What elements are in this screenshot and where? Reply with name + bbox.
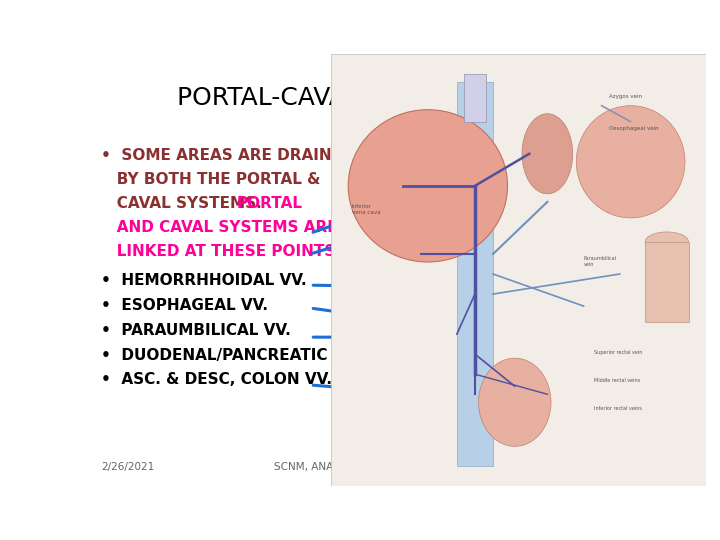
Ellipse shape xyxy=(645,232,688,252)
Text: 2/26/2021: 2/26/2021 xyxy=(101,462,154,472)
Text: AND CAVAL SYSTEMS ARE: AND CAVAL SYSTEMS ARE xyxy=(101,220,338,235)
Text: •  HEMORRHHOIDAL VV.: • HEMORRHHOIDAL VV. xyxy=(101,273,307,288)
Ellipse shape xyxy=(576,106,685,218)
Text: •  ASC. & DESC, COLON VV.: • ASC. & DESC, COLON VV. xyxy=(101,373,332,388)
Text: •  ESOPHAGEAL VV.: • ESOPHAGEAL VV. xyxy=(101,298,268,313)
Bar xyxy=(457,82,493,467)
Text: Oesophageal vein: Oesophageal vein xyxy=(609,126,659,131)
Bar xyxy=(645,242,688,322)
Bar xyxy=(464,73,486,122)
Text: SCNM, ANAT 604, The Portal System: SCNM, ANAT 604, The Portal System xyxy=(274,462,464,472)
Text: •  SOME AREAS ARE DRAINED: • SOME AREAS ARE DRAINED xyxy=(101,148,355,163)
Text: BY BOTH THE PORTAL &: BY BOTH THE PORTAL & xyxy=(101,172,320,187)
Text: Inferior rectal veins: Inferior rectal veins xyxy=(595,406,642,411)
Ellipse shape xyxy=(522,114,572,194)
Text: PORTAL: PORTAL xyxy=(237,196,302,211)
Text: Paraumbilical
vein: Paraumbilical vein xyxy=(584,256,616,267)
Text: LINKED AT THESE POINTS: LINKED AT THESE POINTS xyxy=(101,245,336,259)
Text: Middle rectal veins: Middle rectal veins xyxy=(595,378,641,383)
Ellipse shape xyxy=(479,358,551,447)
Text: CAVAL SYSTEMS.: CAVAL SYSTEMS. xyxy=(101,196,272,211)
Text: 21: 21 xyxy=(618,462,631,472)
Text: PORTAL-CAVAL ANASTOMOSES: PORTAL-CAVAL ANASTOMOSES xyxy=(177,85,561,110)
Ellipse shape xyxy=(348,110,508,262)
Text: Superior rectal vein: Superior rectal vein xyxy=(595,350,643,355)
Text: •  PARAUMBILICAL VV.: • PARAUMBILICAL VV. xyxy=(101,322,291,338)
FancyBboxPatch shape xyxy=(331,54,706,486)
Text: Azygos vein: Azygos vein xyxy=(609,93,642,99)
Text: •  DUODENAL/PANCREATIC VV: • DUODENAL/PANCREATIC VV xyxy=(101,348,356,362)
Text: Inferior
vena cava: Inferior vena cava xyxy=(352,204,380,215)
